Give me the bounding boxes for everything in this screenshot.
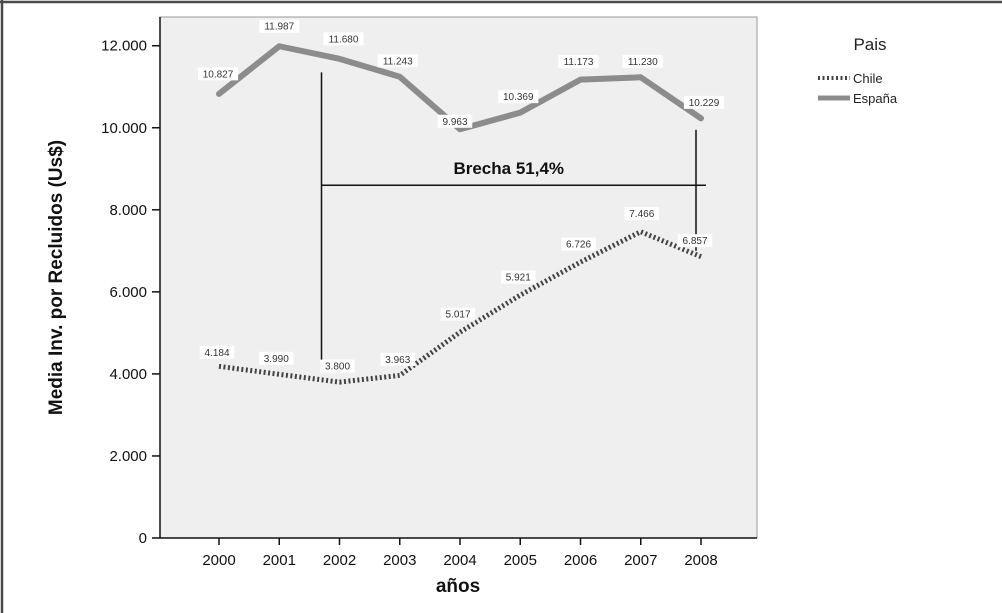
data-label-box <box>197 67 239 81</box>
data-label-text: 11.680 <box>329 34 359 45</box>
data-label-text: 6.857 <box>682 236 707 247</box>
data-label-text: 11.987 <box>264 22 294 33</box>
x-axis-title: años <box>436 576 480 597</box>
data-label-box <box>501 270 536 284</box>
legend-label-espana: España <box>853 91 898 106</box>
x-tick-label: 2005 <box>504 552 537 569</box>
data-label-espana: 10.369 <box>498 90 539 104</box>
data-label-box <box>323 32 364 46</box>
x-tick-label: 2006 <box>564 552 597 569</box>
series-line-espana <box>216 43 704 133</box>
y-tick-label: 12.000 <box>101 38 147 55</box>
gap-annotation: Brecha 51,4% <box>320 72 706 366</box>
data-label-box <box>558 55 599 69</box>
data-label-text: 7.466 <box>629 209 654 220</box>
data-label-box <box>259 351 294 365</box>
y-axis-title: Media Inv. por Recluidos (Us$) <box>46 140 67 415</box>
data-label-box <box>199 345 235 359</box>
x-tick-label: 2000 <box>202 552 235 569</box>
legend-title: Pais <box>853 35 886 54</box>
data-label-box <box>377 54 418 68</box>
data-label-box <box>624 207 659 221</box>
data-label-text: 10.229 <box>689 98 720 109</box>
y-tick-label: 10.000 <box>101 120 147 137</box>
data-label-text: 9.963 <box>442 117 467 128</box>
series-layer <box>216 43 704 385</box>
x-tick-label: 2001 <box>263 552 296 569</box>
data-label-box <box>320 359 355 373</box>
y-tick-label: 0 <box>139 530 147 547</box>
data-label-box <box>437 114 473 128</box>
data-label-text: 11.243 <box>383 56 413 67</box>
data-label-espana: 9.963 <box>437 114 473 128</box>
data-label-espana: 11.987 <box>259 19 300 33</box>
data-label-espana: 11.680 <box>323 32 364 46</box>
data-label-chile: 3.990 <box>259 351 294 365</box>
data-label-espana: 11.243 <box>377 54 418 68</box>
legend-items: Chile España <box>818 71 898 106</box>
data-label-chile: 6.726 <box>561 237 596 251</box>
data-label-espana: 10.229 <box>683 95 725 109</box>
data-label-text: 10.369 <box>503 92 534 103</box>
x-axis-ticks: 2000 2001 2002 2003 2004 2005 2006 2007 2008 <box>202 538 718 569</box>
x-tick-label: 2002 <box>323 552 356 569</box>
data-label-text: 3.990 <box>264 354 289 365</box>
data-label-box <box>498 90 539 104</box>
data-label-text: 6.726 <box>566 240 591 251</box>
y-axis-ticks: 0 2.000 4.000 6.000 8.000 10.000 12.000 <box>101 38 160 547</box>
data-label-text: 4.184 <box>204 348 229 359</box>
y-tick-label: 6.000 <box>109 284 147 301</box>
data-label-espana: 11.173 <box>558 55 599 69</box>
x-tick-label: 2003 <box>383 552 416 569</box>
data-label-text: 3.800 <box>325 362 350 373</box>
data-label-text: 11.230 <box>628 57 658 68</box>
data-labels: 4.184 3.990 3.800 3.963 5.017 5.921 6.726 7.466… <box>197 19 725 373</box>
data-label-text: 11.173 <box>564 57 594 68</box>
data-label-box <box>440 307 476 321</box>
x-tick-label: 2008 <box>684 552 717 569</box>
data-label-text: 5.017 <box>445 310 470 321</box>
data-label-box <box>380 352 415 366</box>
data-label-text: 10.827 <box>203 69 234 80</box>
data-label-box <box>259 19 300 33</box>
legend-label-chile: Chile <box>853 71 883 86</box>
y-tick-label: 4.000 <box>109 366 147 383</box>
data-label-chile: 7.466 <box>624 207 659 221</box>
data-label-text: 3.963 <box>385 355 410 366</box>
y-tick-label: 2.000 <box>109 448 147 465</box>
gap-label: Brecha 51,4% <box>453 159 564 178</box>
data-label-chile: 6.857 <box>677 234 713 248</box>
data-label-espana: 10.827 <box>197 67 239 81</box>
y-tick-label: 8.000 <box>109 202 147 219</box>
x-tick-label: 2007 <box>624 552 657 569</box>
data-label-box <box>622 54 663 68</box>
data-label-box <box>561 237 596 251</box>
data-label-chile: 5.017 <box>440 307 476 321</box>
data-label-chile: 5.921 <box>501 270 536 284</box>
data-label-box <box>677 234 713 248</box>
data-label-box <box>683 95 725 109</box>
x-tick-label: 2004 <box>443 552 476 569</box>
series-line-chile <box>218 228 702 385</box>
data-label-text: 5.921 <box>506 273 531 284</box>
data-label-chile: 3.963 <box>380 352 415 366</box>
data-label-chile: 4.184 <box>199 345 235 359</box>
data-label-chile: 3.800 <box>320 359 355 373</box>
data-label-espana: 11.230 <box>622 54 663 68</box>
legend: Pais Chile España <box>818 35 898 106</box>
